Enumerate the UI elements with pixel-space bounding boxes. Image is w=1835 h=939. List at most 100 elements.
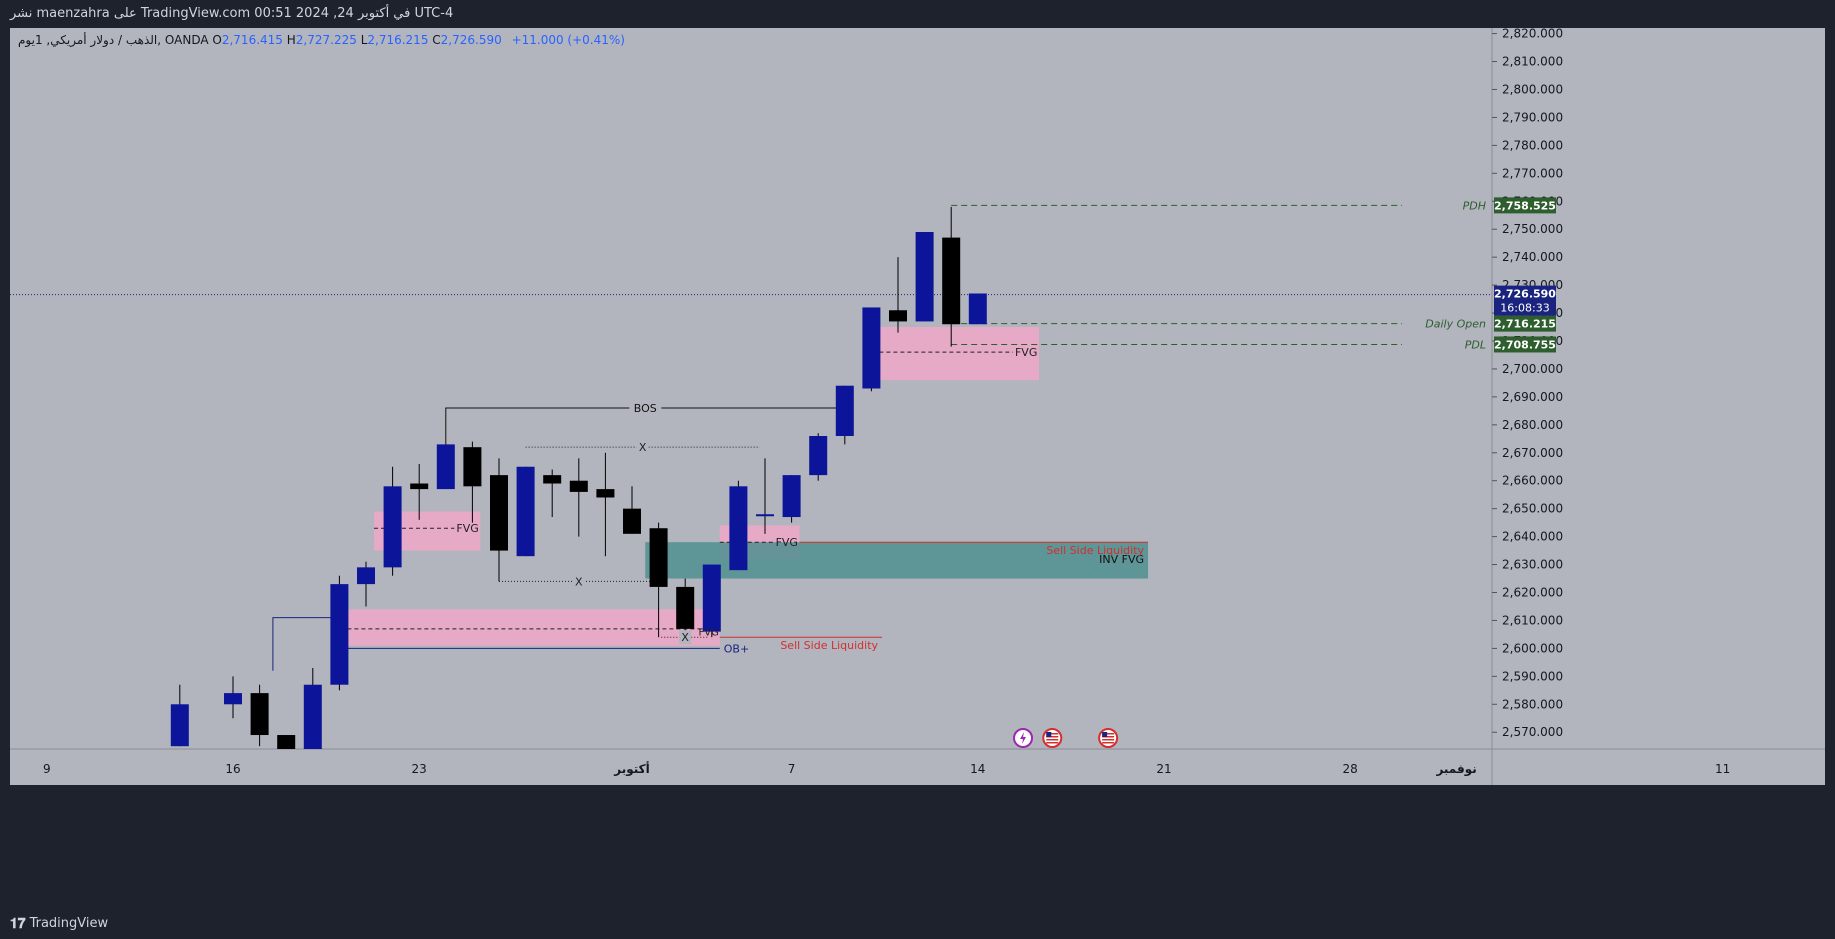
y-tick-label: 2,680.000 [1502,418,1563,432]
high-value: 2,727.225 [295,33,357,47]
level-label: PDH [1463,199,1486,212]
fvg-label: FVG [1015,346,1037,359]
level-price-tag-text: 2,758.525 [1494,199,1556,212]
x-tick-label: 7 [788,762,796,776]
symbol-name: الذهب / دولار أمريكي, 1يوم, OANDA [18,33,209,47]
fvg-zone [879,327,1039,381]
flag-canton [1102,732,1108,737]
us-flag-event-icon [1098,728,1119,748]
price-scale-area [1492,28,1825,749]
x-mark-label: X [681,631,689,644]
candle-bull [809,436,828,476]
high-label: H [286,33,296,47]
x-tick-label: أكتوبر [613,761,649,777]
x-tick-label: 14 [970,762,985,776]
footer-bar: 𝟏𝟕 TradingView [0,909,1835,939]
publish-info: نشر maenzahra على TradingView.com في أكت… [10,6,454,21]
candle-bear [649,528,668,587]
y-tick-label: 2,630.000 [1502,558,1563,572]
candle-bull [729,486,748,571]
candle-bear [543,475,562,484]
open-value: 2,716.415 [221,33,283,47]
candle-bull [330,584,349,685]
level-label: PDL [1465,338,1486,351]
brand-name: TradingView [29,916,109,931]
candle-bull [303,684,322,749]
x-tick-label: 28 [1343,762,1358,776]
y-tick-label: 2,580.000 [1502,697,1563,711]
bos-label: BOS [634,402,657,415]
x-tick-label: 23 [412,762,427,776]
publish-header: نشر maenzahra على TradingView.com في أكت… [0,0,1835,28]
candle-bull [756,514,774,517]
level-price-tag [1494,336,1556,353]
y-tick-label: 2,770.000 [1502,166,1563,180]
x-tick-label: 16 [225,762,240,776]
candle-bull [224,693,242,705]
low-value: 2,716.215 [367,33,429,47]
candle-bull [968,293,987,325]
x-label-bg [572,574,585,589]
y-tick-label: 2,570.000 [1502,725,1563,739]
y-tick-label: 2,790.000 [1502,110,1563,124]
x-mark-label: X [639,441,647,454]
flag-icon-bg [1042,728,1063,748]
candle-bull [357,567,375,585]
candle-bear [676,586,695,629]
y-tick-label: 2,640.000 [1502,530,1563,544]
y-tick-label: 2,810.000 [1502,55,1563,69]
inv-fvg-zone [645,542,1149,579]
flag-icon-bg [1098,728,1119,748]
x-tick-label: 11 [1715,762,1730,776]
ob-bracket [272,617,340,671]
candle-bull [702,564,721,632]
ob-label: OB+ [724,642,749,655]
y-tick-label: 2,690.000 [1502,390,1563,404]
sell-side-liquidity-label: Sell Side Liquidity [1046,544,1144,557]
flag-stripe [1046,742,1059,744]
tradingview-logo-icon: 𝟏𝟕 [10,916,26,932]
sell-side-liquidity-label: Sell Side Liquidity [780,639,878,652]
time-scale-area [10,749,1825,785]
candle-bear [569,480,588,492]
bar-countdown: 16:08:33 [1500,302,1549,315]
flag-stripe [1046,733,1059,735]
change-value: +11.000 (+0.41%) [511,33,625,47]
y-tick-label: 2,590.000 [1502,669,1563,683]
candle-bear [889,310,907,322]
level-price-tag [1494,197,1556,214]
last-price-tag [1494,285,1556,316]
level-price-tag-text: 2,716.215 [1494,318,1556,331]
open-label: O [212,33,222,47]
y-tick-label: 2,820.000 [1502,28,1563,41]
flag-stripe [1102,739,1115,741]
flag-canton [1046,732,1052,737]
flag-stripe [1102,736,1115,738]
fvg-label: FVG [776,536,798,549]
candle-bear [490,475,508,551]
candle-bull [782,475,801,518]
y-tick-label: 2,800.000 [1502,82,1563,96]
y-tick-label: 2,780.000 [1502,138,1563,152]
close-value: 2,726.590 [440,33,502,47]
y-tick-label: 2,670.000 [1502,446,1563,460]
candle-bull [170,704,189,747]
last-price-value: 2,726.590 [1494,288,1556,301]
fvg-label: FVG [456,522,478,535]
level-price-tag-text: 2,708.755 [1494,338,1556,351]
candle-bull [383,486,402,568]
plot-area [10,28,1492,749]
x-label-bg [679,630,692,645]
level-price-tag [1494,315,1556,332]
bos-label-bg [629,401,662,416]
flag-stripe [1046,736,1059,738]
y-tick-label: 2,740.000 [1502,250,1563,264]
fvg-zone [347,609,720,646]
brand[interactable]: 𝟏𝟕 TradingView [10,909,108,939]
candle-bear [410,483,429,490]
flag-stripe [1046,739,1059,741]
close-label: C [432,33,441,47]
y-tick-label: 2,700.000 [1502,362,1563,376]
